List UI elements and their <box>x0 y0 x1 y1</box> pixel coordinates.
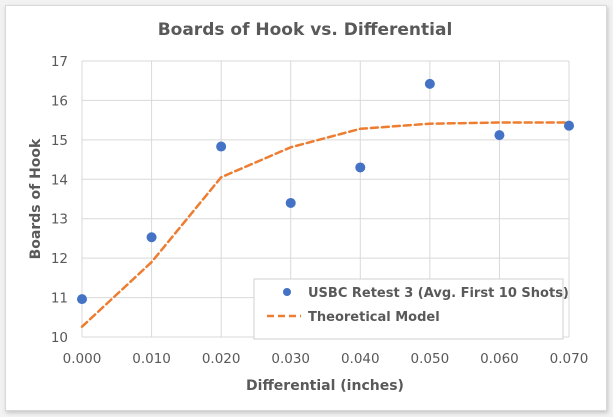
y-tick-label: 13 <box>51 212 68 228</box>
x-tick-label: 0.060 <box>480 351 519 367</box>
y-tick-label: 15 <box>51 133 68 149</box>
legend: USBC Retest 3 (Avg. First 10 Shots) Theo… <box>253 278 569 340</box>
usbc-retest-series <box>77 78 574 305</box>
x-tick-label: 0.040 <box>341 351 380 367</box>
x-tick-label: 0.050 <box>411 351 450 367</box>
theoretical-model-series <box>80 121 571 328</box>
data-point <box>494 130 505 141</box>
data-point <box>564 120 574 131</box>
x-axis-title: Differential (inches) <box>246 378 404 394</box>
x-tick-label: 0.030 <box>271 351 310 367</box>
x-tick-label: 0.000 <box>63 351 102 367</box>
legend-label-usbc: USBC Retest 3 (Avg. First 10 Shots) <box>308 286 569 301</box>
data-point <box>216 141 227 152</box>
chart-title: Boards of Hook vs. Differential <box>158 20 453 40</box>
x-axis-ticks: 0.000 0.010 0.020 0.030 0.040 0.050 0.060 0.070 <box>63 351 589 367</box>
y-tick-label: 17 <box>51 54 68 70</box>
data-point <box>77 294 87 305</box>
y-tick-label: 10 <box>51 330 68 346</box>
data-point <box>424 78 435 89</box>
y-tick-label: 11 <box>51 291 68 307</box>
model-line <box>80 121 571 328</box>
x-tick-label: 0.010 <box>132 351 171 367</box>
y-axis-title: Boards of Hook <box>28 138 44 259</box>
data-point <box>355 162 366 173</box>
y-tick-label: 16 <box>51 93 68 109</box>
data-point <box>146 232 157 243</box>
x-tick-label: 0.020 <box>202 351 241 367</box>
chart-frame <box>5 5 607 411</box>
y-tick-label: 14 <box>51 172 68 188</box>
y-tick-label: 12 <box>51 251 68 267</box>
legend-marker-dot-icon <box>283 288 291 296</box>
y-axis-ticks: 10 11 12 13 14 15 16 17 <box>51 54 68 346</box>
x-tick-label: 0.070 <box>550 351 589 367</box>
data-point <box>285 197 296 208</box>
legend-label-model: Theoretical Model <box>308 310 440 325</box>
